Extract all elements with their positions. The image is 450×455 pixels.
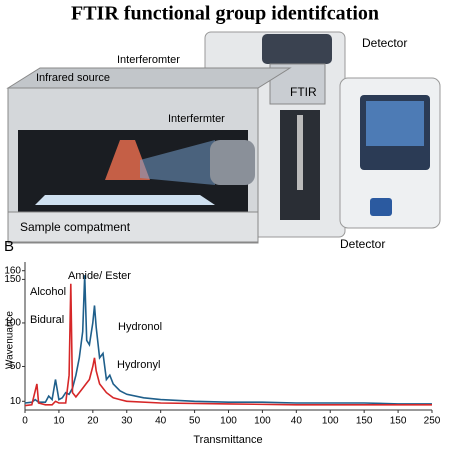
annotation: Hydronyl	[117, 359, 160, 371]
y-axis-label: Wavenuance	[5, 311, 16, 369]
x-tick-label: 40	[155, 416, 167, 427]
x-axis-label: Transmittance	[193, 434, 262, 446]
lens	[210, 140, 255, 185]
annotation: Amide/ Ester	[68, 270, 131, 282]
x-tick-label: 100	[220, 416, 237, 427]
label: Detector	[340, 237, 385, 251]
label: Interfermter	[168, 113, 225, 125]
x-tick-label: 100	[254, 416, 271, 427]
spectrum-line	[24, 275, 432, 405]
probe	[297, 115, 303, 190]
annotation: Alcohol	[30, 286, 66, 298]
y-tick-label: 100	[4, 318, 21, 329]
infrared-beam	[105, 140, 150, 180]
x-tick-label: 20	[87, 416, 99, 427]
y-tick-label: 150	[4, 274, 21, 285]
x-tick-label: 40	[291, 416, 303, 427]
screen-display	[366, 101, 424, 146]
x-tick-label: 0	[22, 416, 28, 427]
x-tick-label: 150	[356, 416, 373, 427]
panel-label: B	[4, 238, 14, 255]
blue-beam	[140, 140, 215, 185]
sample-drawer	[7, 211, 259, 243]
ftir-top	[262, 34, 332, 64]
label: FTIR	[290, 85, 317, 99]
spectrum-line	[24, 283, 432, 407]
illustration: Interferomter Infrared source Interfermt…	[6, 31, 441, 251]
y-tick-label: 10	[10, 396, 22, 407]
box-top	[6, 67, 292, 89]
sample-plate	[35, 195, 215, 205]
label: Interferomter	[117, 54, 180, 66]
x-tick-label: 250	[424, 416, 441, 427]
label: Infrared source	[36, 72, 110, 84]
annotation: Hydronol	[118, 321, 162, 333]
page-title: FTIR functional group identifcation	[71, 3, 379, 25]
x-tick-label: 10	[53, 416, 65, 427]
y-tick-label: 50	[10, 361, 22, 372]
x-tick-label: 30	[121, 416, 133, 427]
label: Detector	[362, 36, 407, 50]
y-tick-label: 160	[4, 265, 21, 276]
annotation: Bidural	[30, 314, 64, 326]
detector-button	[370, 198, 392, 216]
x-tick-label: 150	[390, 416, 407, 427]
x-tick-label: 100	[322, 416, 339, 427]
x-tick-label: 50	[189, 416, 201, 427]
label: Sample compatment	[20, 220, 131, 234]
